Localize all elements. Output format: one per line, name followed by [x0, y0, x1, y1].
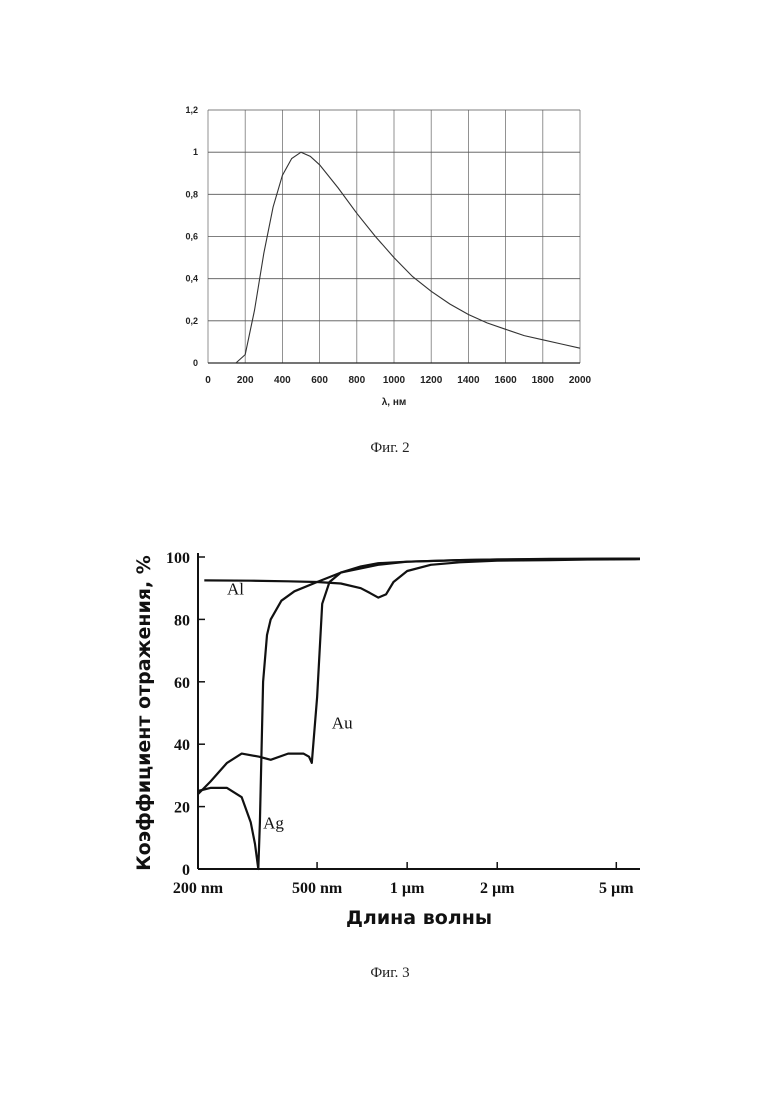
- fig3-x-tick-label: 2 µm: [480, 880, 515, 897]
- fig3-y-tick-label: 40: [174, 737, 190, 754]
- fig3-x-tick-label: 200 nm: [173, 880, 224, 897]
- fig2-y-tick-label: 1: [193, 147, 198, 157]
- fig2-x-axis-label: λ, нм: [382, 397, 407, 408]
- fig3-annotation-al: Al: [227, 579, 244, 598]
- fig3-y-tick-label: 60: [174, 675, 190, 692]
- fig2-tick-labels: 0 200 400 600 800 1000 1200 1400 1600 1800 2000 0 0,…: [185, 105, 591, 386]
- figure-3-chart: 020406080100200 nm500 nm1 µm2 µm5 µm AlA…: [120, 535, 660, 935]
- fig3-annotation-ag: Ag: [263, 813, 284, 832]
- fig2-grid: [208, 110, 580, 363]
- fig3-y-tick-label: 80: [174, 612, 190, 629]
- fig3-y-axis-label: Коэффициент отражения, %: [133, 555, 155, 871]
- fig3-y-tick-label: 20: [174, 800, 190, 817]
- fig2-y-tick-label: 1,2: [185, 105, 198, 115]
- fig3-y-tick-label: 100: [166, 550, 190, 567]
- fig2-x-tick-label: 600: [311, 375, 328, 386]
- fig2-x-tick-label: 0: [205, 375, 211, 386]
- fig2-x-tick-label: 1200: [420, 375, 443, 386]
- fig2-x-tick-label: 1600: [494, 375, 517, 386]
- fig3-x-axis-label: Длина волны: [346, 907, 492, 929]
- fig3-x-tick-label: 5 µm: [599, 880, 634, 897]
- fig2-x-tick-label: 400: [274, 375, 291, 386]
- fig3-x-tick-label: 1 µm: [390, 880, 425, 897]
- fig2-x-tick-label: 2000: [569, 375, 592, 386]
- fig2-y-tick-label: 0,4: [185, 274, 198, 284]
- fig3-series-al: [204, 559, 640, 597]
- figure-2-chart: 0 200 400 600 800 1000 1200 1400 1600 1800 2000 0 0,…: [150, 95, 620, 425]
- fig3-annotations: Al Au Ag: [227, 579, 353, 832]
- fig3-annotation-au: Au: [332, 714, 353, 733]
- fig2-y-tick-label: 0,6: [185, 232, 198, 242]
- fig3-y-tick-label: 0: [182, 862, 190, 879]
- fig2-x-tick-label: 200: [237, 375, 254, 386]
- fig2-x-tick-label: 1800: [532, 375, 555, 386]
- figure-3-caption: Фиг. 3: [0, 965, 780, 982]
- fig2-x-tick-label: 1000: [383, 375, 406, 386]
- figure-2-caption: Фиг. 2: [0, 440, 780, 457]
- fig2-y-tick-label: 0,8: [185, 189, 198, 199]
- fig3-tick-labels: 0 20 40 60 80 100 200 nm 500 nm 1 µm 2 µm 5 µm: [166, 550, 634, 897]
- fig2-x-tick-label: 800: [348, 375, 365, 386]
- fig3-x-tick-label: 500 nm: [292, 880, 343, 897]
- fig2-y-tick-label: 0: [193, 358, 198, 368]
- fig2-y-tick-label: 0,2: [185, 316, 198, 326]
- fig2-x-tick-label: 1400: [457, 375, 480, 386]
